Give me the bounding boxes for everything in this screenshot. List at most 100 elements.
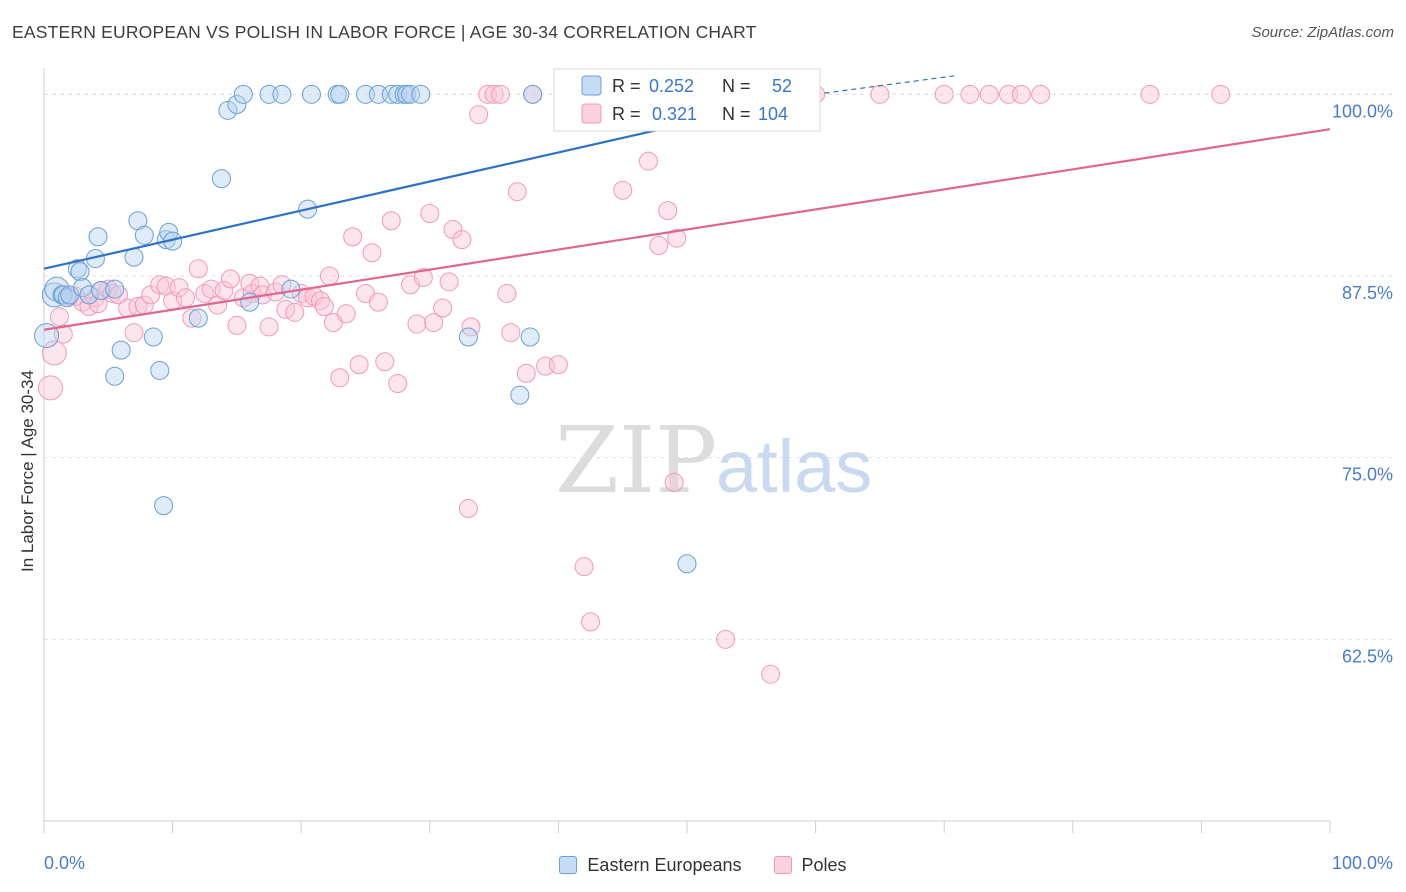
eastern-europeans-point <box>105 366 125 386</box>
eastern-europeans-point <box>520 327 540 347</box>
eastern-europeans-point <box>134 225 154 245</box>
poles-point <box>452 230 472 250</box>
legend-swatch-pink <box>581 103 602 124</box>
poles-point <box>613 180 633 200</box>
eastern-europeans-point <box>458 327 478 347</box>
poles-point <box>349 355 369 375</box>
poles-point <box>150 275 170 295</box>
watermark-atlas: atlas <box>716 425 872 508</box>
poles-point <box>484 84 504 104</box>
eastern-europeans-point <box>401 84 421 104</box>
poles-point <box>413 267 433 287</box>
poles-point <box>124 323 144 343</box>
poles-point <box>424 313 444 333</box>
poles-point <box>439 272 459 292</box>
eastern-europeans-point <box>150 360 170 380</box>
poles-point <box>548 355 568 375</box>
poles-point <box>388 374 408 394</box>
legend-n-label-2: N = <box>722 104 751 124</box>
eastern-europeans-point <box>67 259 87 279</box>
eastern-europeans-point <box>34 323 60 349</box>
tick-labels: 62.5% 75.0% 87.5% 100.0% 0.0% 100.0% <box>44 101 1393 873</box>
legend-r-value-2: 0.321 <box>652 104 697 124</box>
eastern-europeans-point <box>523 84 543 104</box>
x-tick-label: 100.0% <box>1332 853 1393 873</box>
legend-n-value-1: 52 <box>772 76 792 96</box>
poles-point <box>581 612 601 632</box>
poles-point <box>433 298 453 318</box>
legend-r-label-1: R = <box>612 76 641 96</box>
poles-point <box>109 285 129 305</box>
poles-point <box>574 557 594 577</box>
eastern-europeans-point <box>510 385 530 405</box>
poles-point <box>649 235 669 255</box>
eastern-europeans-trend-extension <box>815 74 958 95</box>
eastern-europeans-point <box>128 211 148 231</box>
poles-point <box>664 472 684 492</box>
eastern-europeans-point <box>53 285 73 305</box>
y-tick-label: 75.0% <box>1342 465 1393 485</box>
poles-point <box>182 308 202 328</box>
poles-point <box>330 368 350 388</box>
x-tick-label: 0.0% <box>44 853 85 873</box>
poles-swatch <box>773 856 792 874</box>
poles-point <box>319 266 339 286</box>
legend-r-label-2: R = <box>612 104 641 124</box>
source-label: Source: ZipAtlas.com <box>1251 24 1394 41</box>
eastern-europeans-point <box>301 84 321 104</box>
legend-item-poles: Poles <box>773 852 847 878</box>
legend-n-label-1: N = <box>722 76 751 96</box>
chart-title: EASTERN EUROPEAN VS POLISH IN LABOR FORC… <box>12 22 757 42</box>
legend-label-eastern-europeans: Eastern Europeans <box>587 854 742 875</box>
poles-point <box>934 84 954 104</box>
poles-point <box>169 278 189 298</box>
y-tick-label: 100.0% <box>1332 101 1393 121</box>
eastern-europeans-point <box>111 340 131 360</box>
eastern-europeans-point <box>281 279 301 299</box>
poles-point <box>420 204 440 224</box>
poles-point <box>979 84 999 104</box>
poles-point <box>458 499 478 519</box>
poles-point <box>407 314 427 334</box>
poles-point <box>1140 84 1160 104</box>
poles-trend-line <box>43 128 1331 331</box>
poles-point <box>175 288 195 308</box>
eastern-europeans-point <box>91 281 111 301</box>
poles-point <box>343 227 363 247</box>
poles-point <box>501 323 521 343</box>
poles-point <box>314 297 334 317</box>
watermark-zip: ZIP <box>555 407 717 514</box>
poles-point <box>667 228 687 248</box>
eastern-europeans-point <box>411 84 431 104</box>
axes <box>43 68 1331 833</box>
eastern-europeans-points <box>34 84 781 574</box>
poles-point <box>870 84 890 104</box>
poles-point <box>37 375 63 401</box>
eastern-europeans-point <box>143 327 163 347</box>
poles-point <box>1011 84 1031 104</box>
eastern-europeans-point <box>218 100 238 120</box>
poles-point <box>336 304 356 324</box>
y-axis-label: In Labor Force | Age 30-34 <box>18 370 37 572</box>
y-tick-label: 62.5% <box>1342 646 1393 666</box>
poles-point <box>49 307 69 327</box>
poles-point <box>381 211 401 231</box>
eastern-europeans-point <box>233 84 253 104</box>
poles-point <box>1211 84 1231 104</box>
legend-label-poles: Poles <box>801 854 847 875</box>
poles-point <box>658 201 678 221</box>
poles-point <box>716 629 736 649</box>
poles-point <box>507 182 527 202</box>
poles-points <box>37 84 1231 684</box>
poles-point <box>1031 84 1051 104</box>
bottom-legend: Eastern Europeans Poles <box>0 852 1406 878</box>
poles-point <box>310 291 330 311</box>
poles-point <box>214 281 234 301</box>
eastern-europeans-point <box>188 308 208 328</box>
watermark: ZIP atlas <box>555 407 872 514</box>
eastern-europeans-point <box>88 227 108 247</box>
poles-point <box>368 292 388 312</box>
poles-point <box>362 243 382 263</box>
poles-point <box>259 317 279 337</box>
